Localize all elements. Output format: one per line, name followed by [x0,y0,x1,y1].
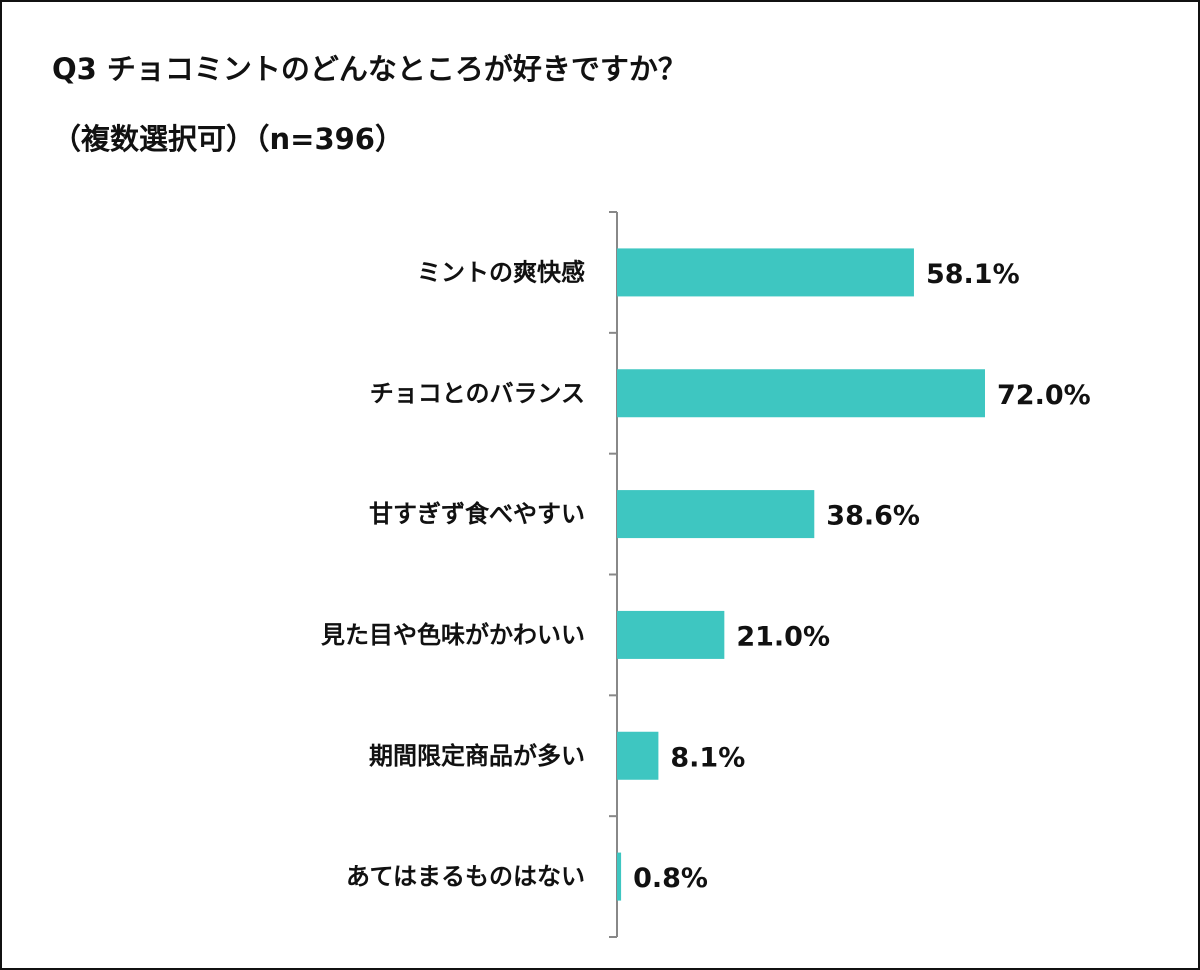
bar [617,369,985,418]
data-label: 21.0% [736,621,830,652]
category-label: 甘すぎず食べやすい [369,500,585,528]
data-label: 0.8% [633,863,708,894]
chart-title: Q3 チョコミントのどんなところが好きですか？ [52,52,687,86]
category-label: チョコとのバランス [370,379,585,407]
category-label: 見た目や色味がかわいい [321,621,585,649]
data-label: 72.0% [997,380,1091,411]
bar [617,490,815,539]
data-label: 8.1% [670,742,745,773]
bar [617,731,659,780]
chart-subtitle: （複数選択可）（n=396） [52,122,404,156]
bar [617,852,622,901]
data-label: 58.1% [926,259,1020,290]
category-label: あてはまるものはない [346,863,585,891]
category-label: 期間限定商品が多い [369,742,585,770]
bar [617,610,725,659]
bar [617,248,914,297]
category-label: ミントの爽快感 [417,258,585,286]
data-label: 38.6% [826,501,920,532]
